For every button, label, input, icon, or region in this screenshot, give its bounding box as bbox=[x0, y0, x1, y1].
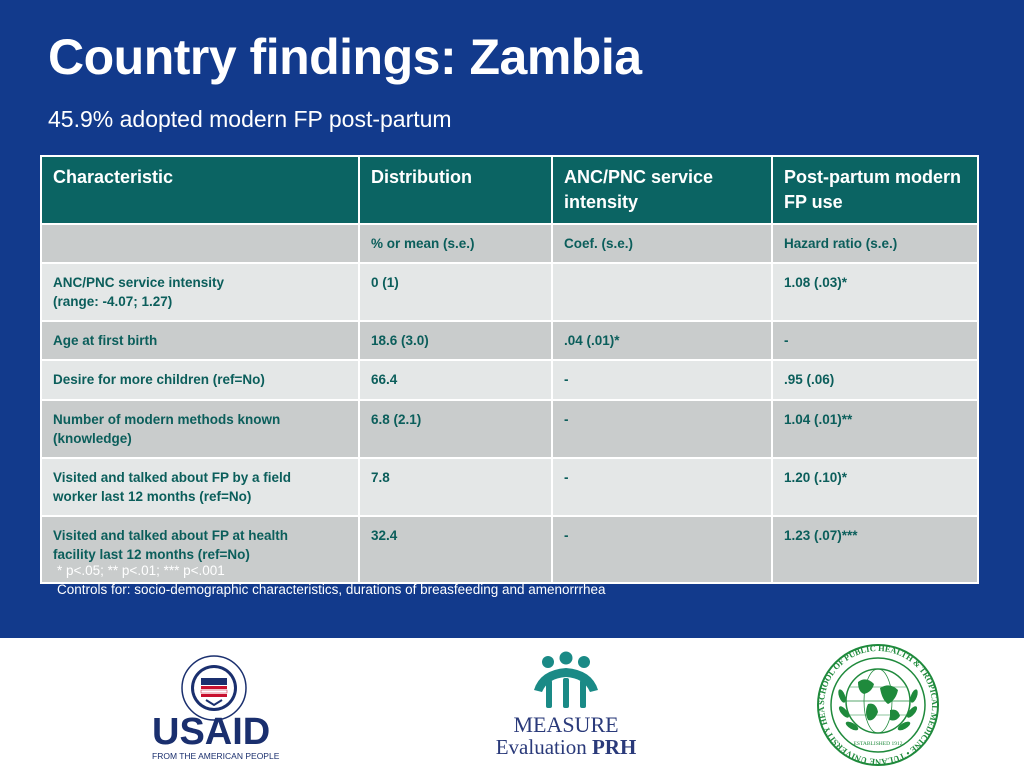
usaid-wordmark: USAID bbox=[152, 711, 270, 753]
usaid-logo: USAID FROM THE AMERICAN PEOPLE bbox=[152, 655, 280, 761]
table-row: Visited and talked about FP at health fac… bbox=[40, 515, 979, 584]
cell-characteristic-line1: Visited and talked about FP by a field bbox=[53, 470, 292, 485]
cell-characteristic: Visited and talked about FP by a field wo… bbox=[40, 457, 360, 517]
column-header-fp-use: Post-partum modern FP use bbox=[771, 155, 979, 225]
cell-characteristic: Number of modern methods known (knowledge… bbox=[40, 399, 360, 459]
column-header-characteristic: Characteristic bbox=[40, 155, 360, 225]
units-cell-intensity: Coef. (s.e.) bbox=[551, 223, 773, 264]
tulane-seal-logo: SCHOOL OF PUBLIC HEALTH & TROPICAL MEDIC… bbox=[798, 644, 939, 766]
laurel-icon bbox=[838, 689, 918, 731]
significance-note: * p<.05; ** p<.01; *** p<.001 bbox=[57, 563, 225, 578]
column-header-distribution: Distribution bbox=[358, 155, 553, 225]
cell-characteristic: ANC/PNC service intensity (range: -4.07; … bbox=[40, 262, 360, 322]
controls-note: Controls for: socio-demographic characte… bbox=[57, 582, 606, 597]
cell-characteristic-line1: ANC/PNC service intensity bbox=[53, 275, 225, 290]
cell-distribution: 18.6 (3.0) bbox=[358, 320, 553, 361]
evaluation-word: Evaluation bbox=[496, 735, 587, 758]
cell-intensity: - bbox=[551, 515, 773, 584]
table-units-row: % or mean (s.e.) Coef. (s.e.) Hazard rat… bbox=[40, 223, 979, 264]
cell-fp-use: .95 (.06) bbox=[771, 359, 979, 401]
cell-distribution: 6.8 (2.1) bbox=[358, 399, 553, 459]
units-cell-distribution: % or mean (s.e.) bbox=[358, 223, 553, 264]
tulane-established-text: ESTABLISHED 1912 bbox=[854, 741, 903, 747]
cell-characteristic-line2: (knowledge) bbox=[53, 431, 132, 446]
cell-intensity: - bbox=[551, 399, 773, 459]
cell-characteristic-line2: (range: -4.07; 1.27) bbox=[53, 294, 173, 309]
cell-characteristic-line2: worker last 12 months (ref=No) bbox=[53, 489, 252, 504]
cell-distribution: 32.4 bbox=[358, 515, 553, 584]
prh-word: PRH bbox=[592, 735, 636, 758]
usaid-tagline: FROM THE AMERICAN PEOPLE bbox=[152, 751, 280, 761]
cell-intensity: .04 (.01)* bbox=[551, 320, 773, 361]
findings-table: Characteristic Distribution ANC/PNC serv… bbox=[40, 155, 979, 584]
usaid-seal-icon bbox=[181, 655, 247, 721]
cell-characteristic: Desire for more children (ref=No) bbox=[40, 359, 360, 401]
globe-icon bbox=[845, 668, 911, 734]
cell-fp-use: 1.04 (.01)** bbox=[771, 399, 979, 459]
cell-intensity: - bbox=[551, 359, 773, 401]
cell-characteristic-line1: Visited and talked about FP at health bbox=[53, 528, 289, 543]
cell-distribution: 7.8 bbox=[358, 457, 553, 517]
measure-wordmark: MEASURE bbox=[513, 712, 618, 737]
logo-footer: USAID FROM THE AMERICAN PEOPLE MEASURE E… bbox=[0, 638, 1024, 768]
cell-fp-use: - bbox=[771, 320, 979, 361]
units-cell-fp-use: Hazard ratio (s.e.) bbox=[771, 223, 979, 264]
table-row: ANC/PNC service intensity (range: -4.07; … bbox=[40, 262, 979, 322]
measure-people-icon bbox=[534, 651, 598, 708]
table-row: Desire for more children (ref=No) 66.4 -… bbox=[40, 359, 979, 401]
cell-characteristic-line1: Number of modern methods known bbox=[53, 412, 281, 427]
cell-fp-use: 1.08 (.03)* bbox=[771, 262, 979, 322]
cell-intensity: - bbox=[551, 457, 773, 517]
table-row: Number of modern methods known (knowledge… bbox=[40, 399, 979, 459]
table-header-row: Characteristic Distribution ANC/PNC serv… bbox=[40, 155, 979, 225]
evaluation-prh-wordmark: Evaluation PRH bbox=[496, 735, 637, 758]
units-cell-characteristic bbox=[40, 223, 360, 264]
cell-characteristic: Visited and talked about FP at health fac… bbox=[40, 515, 360, 584]
page-title: Country findings: Zambia bbox=[48, 29, 642, 85]
column-header-intensity: ANC/PNC service intensity bbox=[551, 155, 773, 225]
cell-distribution: 66.4 bbox=[358, 359, 553, 401]
cell-distribution: 0 (1) bbox=[358, 262, 553, 322]
cell-fp-use: 1.23 (.07)*** bbox=[771, 515, 979, 584]
cell-characteristic: Age at first birth bbox=[40, 320, 360, 361]
table-footnotes: * p<.05; ** p<.01; *** p<.001 Controls f… bbox=[57, 561, 606, 599]
measure-evaluation-logo: MEASURE Evaluation PRH bbox=[496, 651, 637, 758]
slide-background: Country findings: Zambia 45.9% adopted m… bbox=[0, 0, 1024, 638]
cell-intensity bbox=[551, 262, 773, 322]
cell-characteristic-line2: facility last 12 months (ref=No) bbox=[53, 547, 250, 562]
page-subtitle: 45.9% adopted modern FP post-partum bbox=[48, 106, 452, 132]
table-row: Visited and talked about FP by a field wo… bbox=[40, 457, 979, 517]
table-row: Age at first birth 18.6 (3.0) .04 (.01)*… bbox=[40, 320, 979, 361]
cell-fp-use: 1.20 (.10)* bbox=[771, 457, 979, 517]
